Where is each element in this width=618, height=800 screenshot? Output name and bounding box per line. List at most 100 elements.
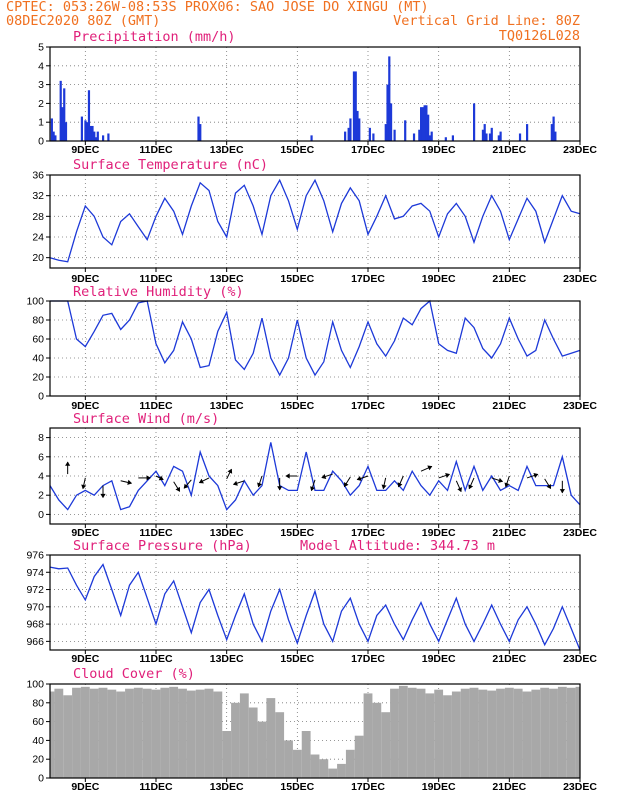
cloud-bar — [478, 689, 488, 778]
y-tick-label: 24 — [32, 232, 44, 244]
cloud-bar — [540, 687, 550, 778]
y-tick-label: 40 — [32, 735, 44, 747]
x-tick-label: 11DEC — [139, 653, 173, 665]
cloud-bar — [531, 689, 541, 778]
cloud-bar — [116, 691, 126, 778]
cloud-bar — [390, 688, 399, 778]
series-line — [49, 442, 581, 511]
x-tick-label: 9DEC — [71, 273, 99, 285]
wind-arrowhead — [356, 476, 362, 481]
precip-bar — [91, 125, 94, 141]
x-tick-label: 15DEC — [280, 400, 314, 412]
y-tick-label: 0 — [38, 773, 44, 785]
wind-arrowhead — [277, 486, 283, 491]
x-tick-label: 19DEC — [422, 527, 456, 539]
cloud-bar — [575, 686, 580, 778]
precip-bar — [368, 127, 371, 141]
precip-bar — [107, 133, 110, 141]
precip-bar — [418, 129, 421, 141]
y-tick-label: 8 — [38, 432, 44, 444]
cloud-bar — [319, 759, 329, 778]
plot-frame — [49, 174, 581, 269]
precip-bar — [199, 124, 202, 141]
series-line — [50, 299, 581, 377]
precip-bar — [87, 90, 91, 141]
cloud-bar — [504, 687, 514, 778]
y-tick-label: 100 — [26, 296, 44, 308]
y-tick-label: 966 — [26, 636, 44, 648]
cloud-bar — [125, 688, 134, 778]
y-tick-label: 0 — [38, 136, 44, 148]
relative-humidity-panel: 0 20 40 60 80 100 9DEC 11DEC 13DEC 15DEC 17DEC 19DE… — [26, 284, 597, 412]
surface-pressure-panel: 966 968 970 972 974 976 9DEC 11DEC 13DEC 15DEC 17D… — [26, 538, 597, 665]
precip-bar — [89, 125, 92, 141]
cloud-bar — [451, 691, 461, 778]
precip-bar — [64, 122, 68, 141]
plot-frame — [49, 300, 581, 397]
header-model: TQ0126L028 — [499, 28, 580, 44]
x-tick-label: 19DEC — [422, 653, 456, 665]
cloud-bar — [160, 687, 170, 778]
precip-bar — [389, 103, 393, 141]
precip-bar — [430, 131, 433, 141]
wind-arrowhead — [321, 473, 327, 480]
cloud-bar — [231, 702, 240, 778]
precip-bar — [473, 103, 476, 141]
x-tick-label: 23DEC — [563, 400, 597, 412]
y-tick-label: 4 — [38, 471, 44, 483]
cloud-bar — [513, 688, 523, 778]
cloud-bar — [133, 687, 143, 778]
precip-bar — [412, 133, 416, 141]
y-tick-label: 976 — [26, 550, 44, 562]
cloud-bar — [557, 686, 567, 778]
cloud-bar — [407, 687, 417, 778]
cloud-bar — [50, 691, 55, 778]
y-tick-label: 970 — [26, 601, 44, 613]
cloud-bar — [496, 688, 505, 778]
cloud-bar — [222, 731, 232, 778]
x-tick-label: 15DEC — [280, 781, 314, 793]
wind-arrowhead — [285, 473, 290, 479]
cloud-bar — [443, 695, 452, 778]
wind-arrowhead — [546, 483, 552, 489]
wind-arrowhead — [343, 482, 349, 488]
cloud-bar — [178, 688, 187, 778]
cloud-bar — [372, 702, 382, 778]
cloud-bar — [257, 721, 267, 778]
y-tick-label: 1 — [38, 117, 44, 129]
x-tick-label: 19DEC — [422, 144, 456, 156]
header-grid-line: Vertical Grid Line: 80Z — [393, 13, 580, 29]
x-tick-label: 17DEC — [351, 273, 385, 285]
y-tick-label: 100 — [26, 679, 44, 691]
precip-bar — [425, 105, 428, 141]
x-tick-label: 17DEC — [351, 144, 385, 156]
x-tick-label: 19DEC — [422, 273, 456, 285]
precip-bar — [352, 71, 356, 141]
y-tick-label: 20 — [32, 252, 44, 264]
y-tick-label: 5 — [38, 42, 44, 54]
precip-bar — [94, 137, 98, 141]
x-tick-label: 21DEC — [492, 527, 526, 539]
x-tick-label: 9DEC — [71, 144, 99, 156]
precipitation-panel: 0 1 2 3 4 5 9DEC 11DEC 13DEC 15DEC 17DEC 19DEC 21DEC… — [38, 29, 597, 156]
precip-bar — [488, 133, 492, 141]
y-tick-label: 60 — [32, 716, 44, 728]
x-tick-label: 23DEC — [563, 653, 597, 665]
precip-bar — [388, 56, 391, 141]
wind-arrowhead — [175, 486, 181, 492]
cloud-bar — [204, 688, 214, 778]
wind-arrowhead — [227, 468, 233, 474]
cloud-bar — [186, 690, 196, 778]
y-tick-label: 0 — [38, 509, 44, 521]
precip-bar — [552, 116, 555, 141]
model-altitude: Model Altitude: 344.73 m — [300, 538, 495, 554]
precip-bar — [427, 114, 430, 141]
wind-arrowhead — [397, 482, 403, 488]
cloud-bar — [284, 740, 293, 778]
plot-frame — [49, 554, 581, 651]
wind-arrowhead — [198, 478, 204, 484]
precip-bar — [483, 124, 486, 141]
panel-title: Surface Wind (m/s) — [73, 411, 219, 427]
y-tick-label: 28 — [32, 211, 44, 223]
y-tick-label: 20 — [32, 372, 44, 384]
